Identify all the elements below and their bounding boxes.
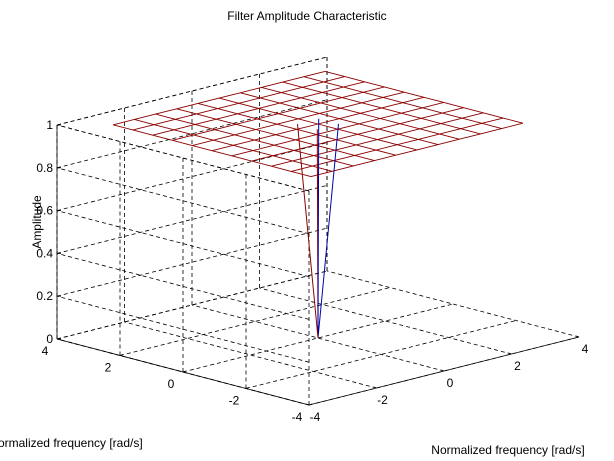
x-tick-label: -2	[377, 393, 388, 407]
x-tick-label: 2	[514, 359, 521, 373]
grid-line-wall	[56, 270, 328, 340]
x-tick	[305, 403, 310, 406]
grid-line-floor	[124, 321, 377, 389]
grid-line-wall	[56, 99, 328, 169]
mesh-line	[291, 117, 504, 172]
mesh-line	[192, 91, 405, 146]
grid-line-wall	[56, 142, 328, 211]
x-tick	[508, 352, 512, 355]
mesh-line	[152, 81, 365, 136]
mesh-line	[172, 86, 385, 141]
grid-line-floor	[245, 320, 517, 389]
z-tick-label: 1	[46, 118, 53, 132]
z-tick-label: 0.4	[36, 246, 53, 260]
z-axis-label: Amplitude	[30, 195, 44, 249]
grid-line-floor	[182, 303, 454, 373]
mesh-line	[211, 96, 425, 152]
z-tick-label: 0.2	[36, 289, 53, 303]
mesh-line	[310, 122, 523, 178]
grid-line-wall	[56, 185, 328, 254]
x-tick-label: 0	[447, 376, 454, 390]
grid-line-wall	[56, 210, 310, 277]
box-edge	[56, 56, 328, 126]
y-axis-label: Normalized frequency [rad/s]	[0, 436, 143, 450]
grid-line-floor	[326, 270, 580, 338]
x-tick	[373, 386, 377, 389]
z-tick-label: 0	[46, 332, 53, 346]
y-tick	[308, 403, 313, 406]
y-tick-label: 0	[168, 377, 175, 391]
notch-line	[317, 118, 320, 339]
z-tick-label: 0.8	[36, 161, 53, 175]
grid-line-floor	[191, 304, 445, 372]
chart-title: Filter Amplitude Characteristic	[227, 9, 386, 23]
mesh-line	[251, 107, 464, 162]
grid-line-wall	[56, 227, 328, 297]
y-tick-label: 2	[105, 361, 112, 375]
grid-line-wall	[56, 295, 310, 363]
y-tick-label: 4	[42, 344, 49, 358]
mesh-line	[113, 70, 326, 126]
z-tick-label: 0.6	[36, 204, 53, 218]
notch-line	[297, 124, 319, 339]
y-tick	[182, 370, 187, 373]
axis-lines	[56, 124, 580, 406]
grid-line-wall	[56, 167, 310, 235]
grid-line-floor	[259, 287, 512, 355]
box-edge	[56, 124, 310, 192]
y-tick	[119, 354, 124, 356]
y-tick-label: -2	[229, 394, 240, 408]
grid-line-wall	[56, 253, 310, 320]
surface-mesh	[112, 70, 523, 339]
x-tick-label: -4	[310, 410, 321, 424]
x-tick-label: 4	[582, 342, 589, 356]
y-tick	[245, 387, 250, 389]
x-tick	[575, 335, 580, 338]
x-tick	[440, 369, 445, 372]
mesh-line	[271, 112, 484, 167]
mesh-line	[132, 76, 345, 131]
y-tick-label: -4	[292, 410, 303, 424]
grid-line-floor	[119, 287, 391, 356]
x-axis-label: Normalized frequency [rad/s]	[431, 443, 584, 457]
notch-line	[317, 123, 339, 339]
